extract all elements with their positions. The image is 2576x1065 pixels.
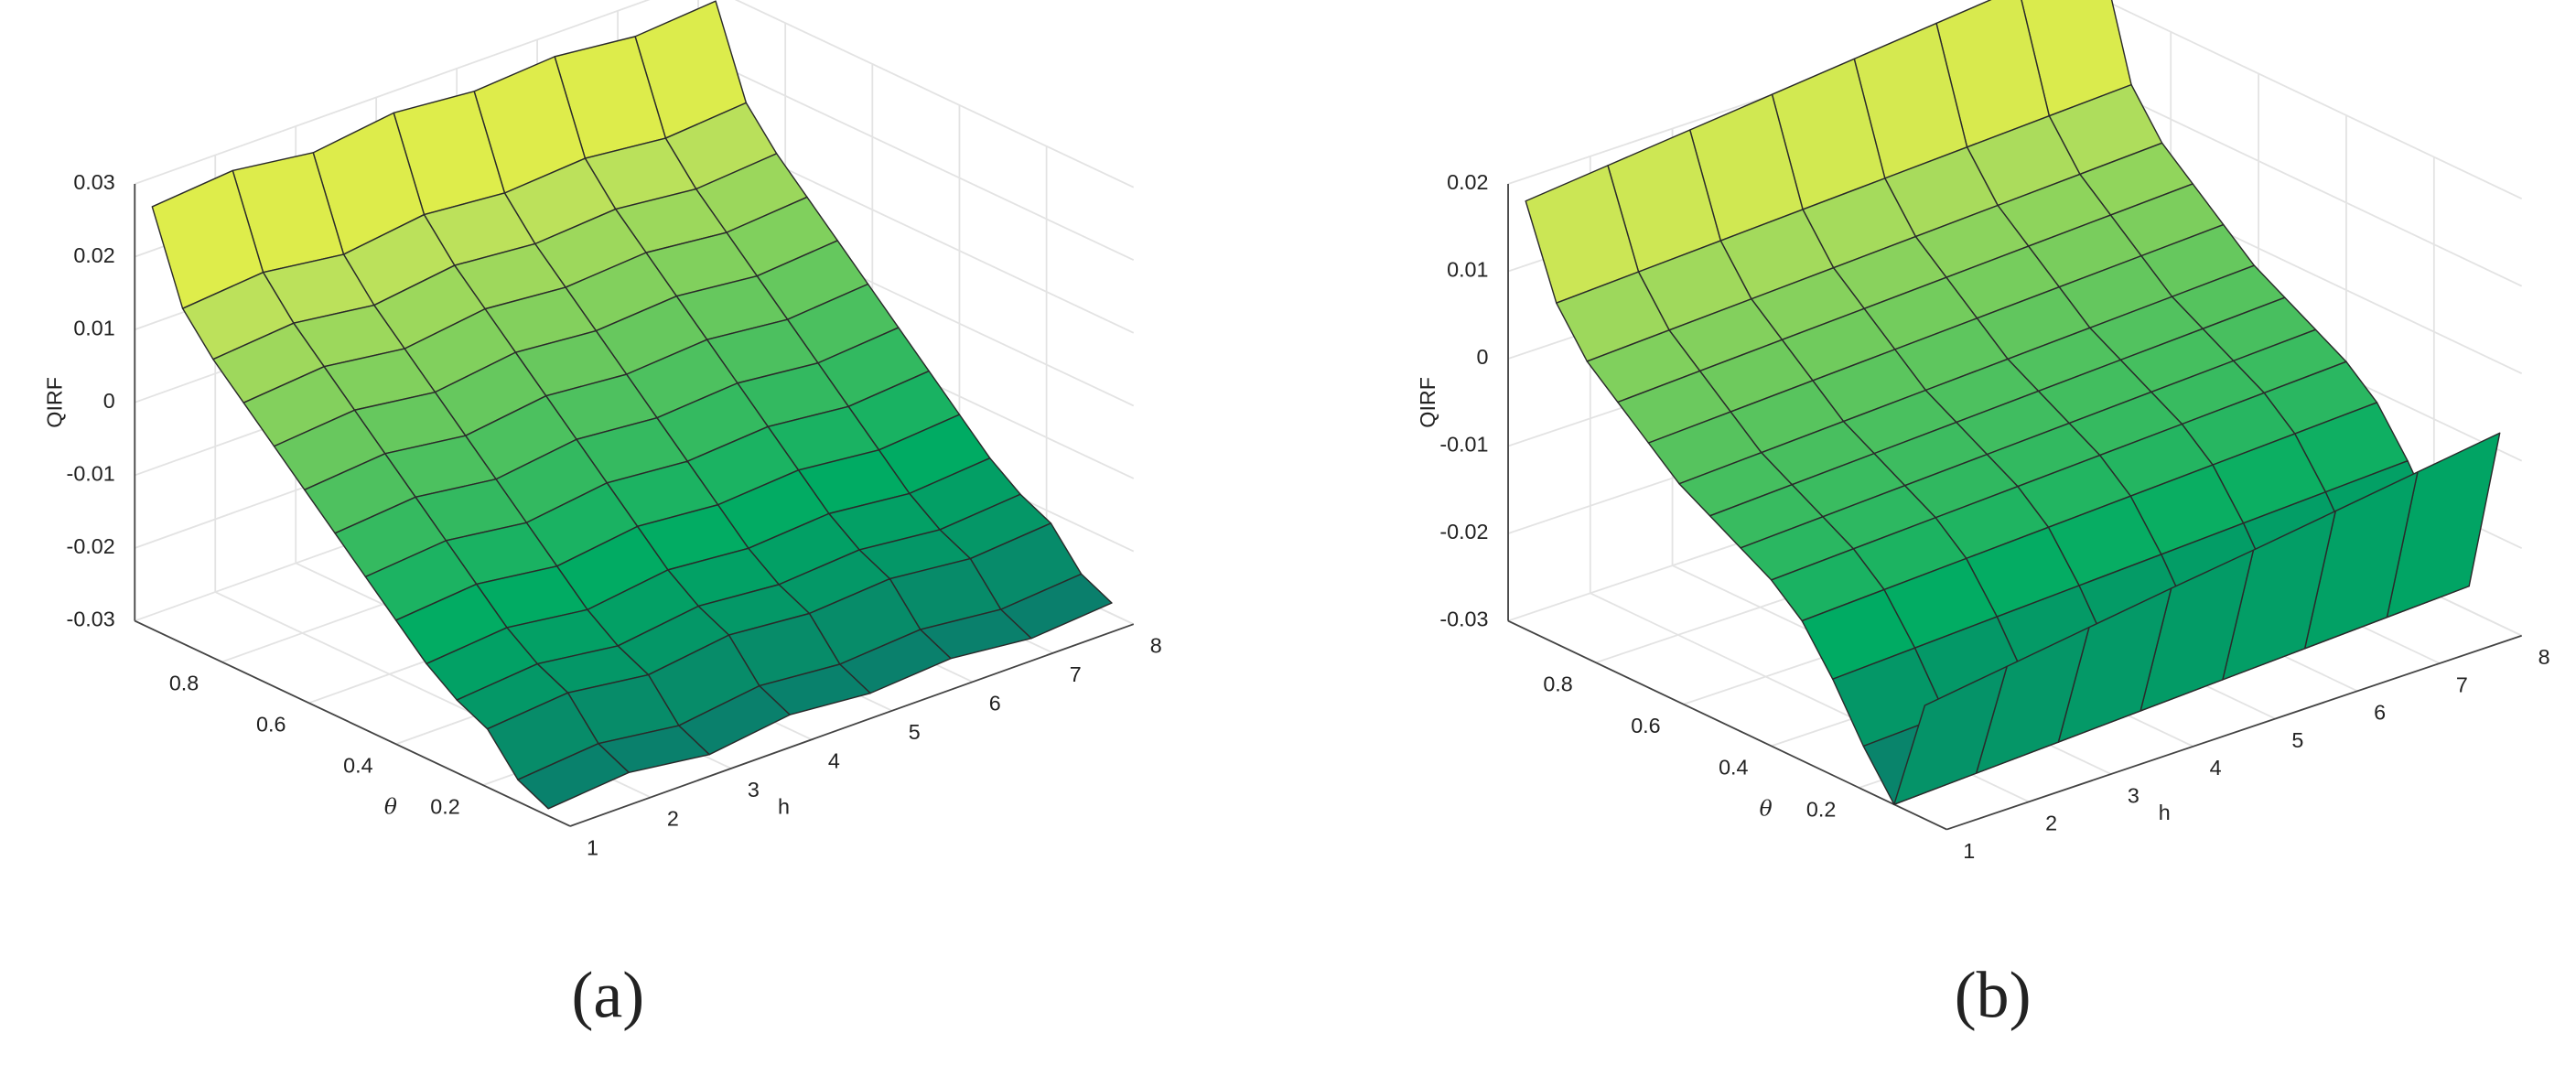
h-tick-label: 6 <box>2374 701 2386 725</box>
theta-tick-label: 0.2 <box>1806 797 1836 821</box>
grid-line <box>134 0 651 185</box>
h-tick-label: 7 <box>2456 672 2468 696</box>
z-tick-label: 0.02 <box>1447 170 1488 194</box>
theta-tick-label: 0.4 <box>343 754 372 778</box>
h-tick-label: 3 <box>748 778 760 801</box>
z-tick-label: -0.01 <box>67 462 115 486</box>
h-tick-label: 7 <box>1070 662 1082 686</box>
surface-panel: -0.03 -0.02 -0.01 0 0.01 0.02 0.2 0.4 0.6 0.8 1 2 3 4… <box>1416 0 2550 863</box>
z-tick-label: 0 <box>103 389 115 413</box>
h-tick-label: 8 <box>2538 645 2550 669</box>
theta-axis <box>134 619 571 827</box>
z-tick-label: -0.03 <box>1439 608 1488 631</box>
grid-line <box>2101 0 2523 200</box>
h-tick-label: 4 <box>2210 756 2222 780</box>
h-tick-label: 1 <box>1963 839 1975 863</box>
h-tick-label: 4 <box>828 749 840 773</box>
h-tick-label: 2 <box>667 807 679 831</box>
z-tick-label: -0.02 <box>1439 520 1488 543</box>
theta-tick-label: 0.6 <box>256 713 286 737</box>
panel-label: (b) <box>1955 959 2032 1032</box>
h-axis-label: h <box>778 794 790 818</box>
grid-line <box>734 0 1135 188</box>
h-axis-label: h <box>2159 801 2171 824</box>
z-tick-label: -0.03 <box>67 608 115 631</box>
h-tick-label: 3 <box>2128 783 2139 807</box>
h-tick-label: 5 <box>2291 728 2303 752</box>
z-tick-label: 0.01 <box>73 316 114 339</box>
h-tick-label: 2 <box>2045 812 2057 835</box>
z-axis-label: QIRF <box>42 377 66 428</box>
surface-cell <box>1893 665 2008 805</box>
panel-label: (a) <box>571 959 644 1032</box>
z-tick-label: 0.03 <box>73 170 114 194</box>
theta-tick-label: 0.8 <box>169 672 199 695</box>
grid-line <box>2082 76 2523 287</box>
z-tick-label: 0.01 <box>1447 258 1488 282</box>
grid-line <box>697 54 1135 262</box>
h-tick-label: 8 <box>1150 633 1162 657</box>
z-tick-label: -0.02 <box>67 534 115 558</box>
theta-tick-label: 0.2 <box>430 794 459 818</box>
z-axis-label: QIRF <box>1416 377 1439 428</box>
z-tick-label: -0.01 <box>1439 433 1488 457</box>
theta-axis-label: θ <box>1760 795 1773 821</box>
theta-axis <box>1507 619 1947 831</box>
surface-panel: -0.03 -0.02 -0.01 0 0.01 0.02 0.03 0.2 0.4 0.6 0.8… <box>42 0 1162 859</box>
z-tick-label: 0 <box>1477 345 1489 369</box>
h-axis <box>1946 634 2522 831</box>
h-tick-label: 5 <box>909 720 921 744</box>
h-tick-label: 1 <box>587 835 598 859</box>
theta-tick-label: 0.4 <box>1719 756 1748 780</box>
theta-tick-label: 0.6 <box>1631 714 1660 737</box>
z-tick-label: 0.02 <box>73 243 114 267</box>
theta-tick-label: 0.8 <box>1543 672 1572 695</box>
h-axis <box>569 623 1135 827</box>
surface-cell <box>517 742 630 810</box>
h-tick-label: 6 <box>989 692 1001 715</box>
theta-axis-label: θ <box>384 793 397 819</box>
